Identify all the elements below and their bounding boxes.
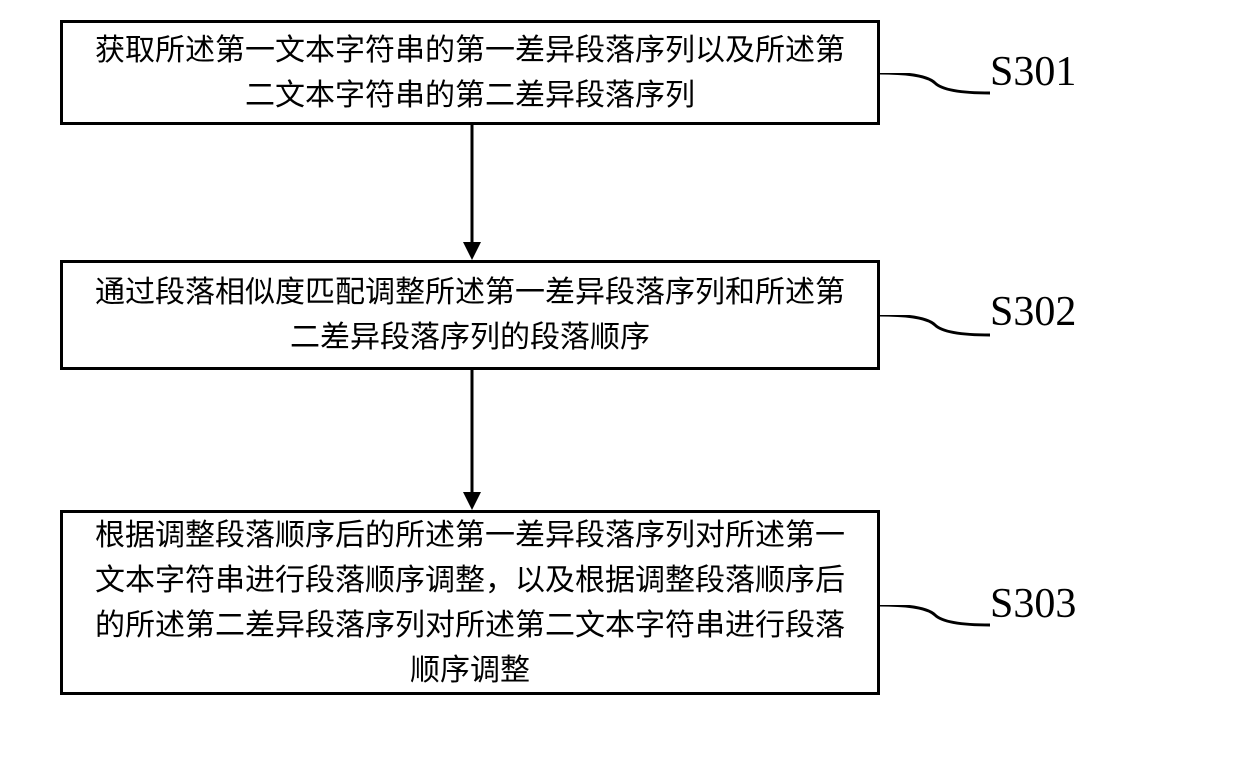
step-label-s302: S302 — [990, 288, 1076, 336]
arrow-s301-to-s302 — [462, 125, 482, 260]
connector-bracket-s301 — [880, 73, 995, 113]
label-text: S303 — [990, 581, 1076, 627]
step-text: 根据调整段落顺序后的所述第一差异段落序列对所述第一文本字符串进行段落顺序调整，以… — [81, 513, 859, 693]
step-text: 获取所述第一文本字符串的第一差异段落序列以及所述第二文本字符串的第二差异段落序列 — [81, 28, 859, 118]
step-label-s301: S301 — [990, 48, 1076, 96]
step-label-s303: S303 — [990, 580, 1076, 628]
step-box-s303: 根据调整段落顺序后的所述第一差异段落序列对所述第一文本字符串进行段落顺序调整，以… — [60, 510, 880, 695]
step-text: 通过段落相似度匹配调整所述第一差异段落序列和所述第二差异段落序列的段落顺序 — [81, 270, 859, 360]
label-text: S301 — [990, 49, 1076, 95]
arrow-s302-to-s303 — [462, 370, 482, 510]
connector-bracket-s303 — [880, 605, 995, 645]
step-box-s301: 获取所述第一文本字符串的第一差异段落序列以及所述第二文本字符串的第二差异段落序列 — [60, 20, 880, 125]
connector-bracket-s302 — [880, 315, 995, 355]
label-text: S302 — [990, 289, 1076, 335]
step-box-s302: 通过段落相似度匹配调整所述第一差异段落序列和所述第二差异段落序列的段落顺序 — [60, 260, 880, 370]
